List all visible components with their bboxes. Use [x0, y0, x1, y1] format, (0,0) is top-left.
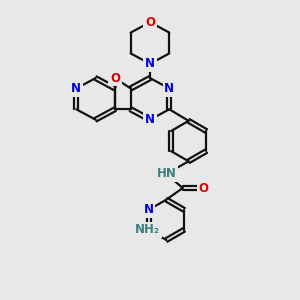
Text: HN: HN	[156, 167, 176, 180]
Text: N: N	[145, 113, 155, 126]
Text: NH₂: NH₂	[135, 224, 160, 236]
Text: N: N	[164, 82, 174, 95]
Text: O: O	[199, 182, 208, 194]
Text: N: N	[144, 203, 154, 216]
Text: N: N	[145, 57, 155, 70]
Text: N: N	[71, 82, 81, 95]
Text: O: O	[145, 16, 155, 29]
Text: O: O	[110, 72, 120, 85]
